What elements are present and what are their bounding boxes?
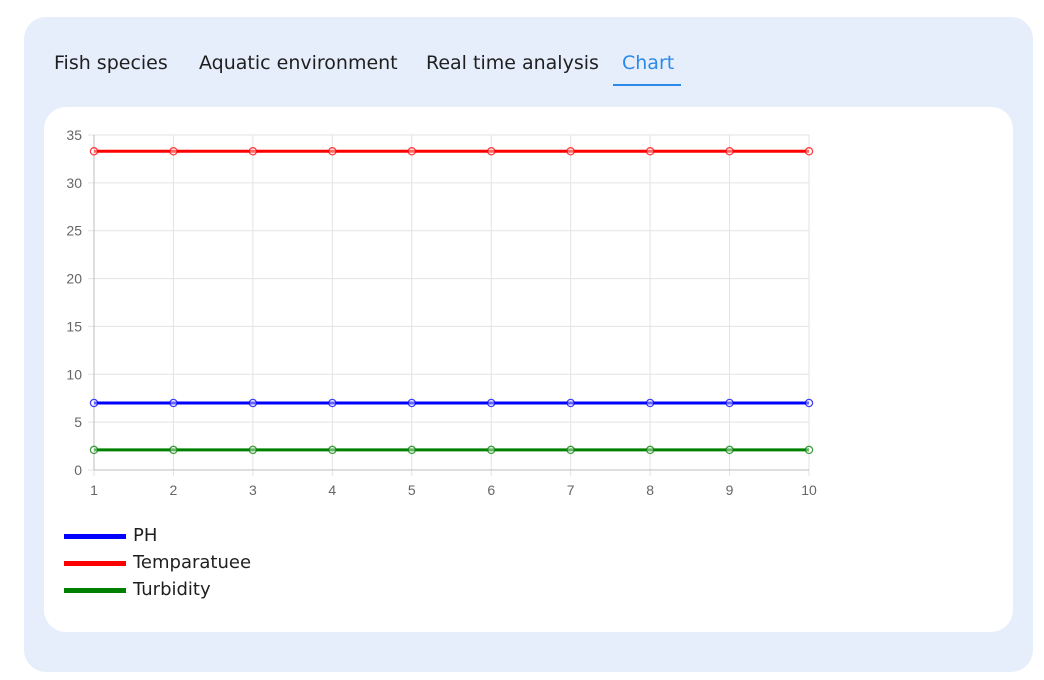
legend-label: PH [133,525,158,546]
data-point [169,445,178,455]
data-point [407,445,417,455]
data-point [804,147,814,156]
legend-label: Temparatuee [133,552,252,573]
data-point [566,398,575,408]
data-point [169,398,178,408]
data-point [645,445,655,455]
data-point [248,398,258,408]
x-tick-label: 2 [170,482,178,498]
tab-aquatic-environment[interactable]: Aquatic environment [199,52,398,74]
data-point [725,445,734,455]
tab-bar: Fish species Aquatic environment Real ti… [24,17,1033,107]
data-point [248,147,258,156]
legend-swatch [64,561,126,566]
data-point [407,398,417,408]
tab-fish-species[interactable]: Fish species [54,52,168,74]
data-point [804,398,814,408]
legend-swatch [64,588,126,593]
y-tick-label: 35 [66,127,82,143]
data-point [566,147,575,156]
data-point [645,147,655,156]
y-tick-label: 5 [74,414,82,430]
y-tick-label: 15 [66,318,82,334]
data-point [248,445,258,455]
x-tick-label: 10 [801,482,817,498]
data-point [89,398,99,408]
data-point [725,147,734,156]
data-point [328,147,337,156]
tab-chart[interactable]: Chart [622,52,675,74]
x-tick-label: 6 [487,482,495,498]
tab-real-time-analysis[interactable]: Real time analysis [426,52,599,74]
data-point [89,147,99,156]
x-tick-label: 7 [567,482,575,498]
data-point [486,398,496,408]
x-tick-label: 5 [408,482,416,498]
x-tick-label: 4 [328,482,336,498]
y-tick-label: 30 [66,175,82,191]
data-point [725,398,734,408]
y-tick-label: 10 [66,366,82,382]
main-panel: Fish species Aquatic environment Real ti… [24,17,1033,672]
chart-card: 0 5 10 15 20 25 30 35 1 2 3 4 5 6 7 8 9 10 PH Temparatuee T… [44,107,1013,632]
data-point [486,445,496,455]
data-point [169,147,178,156]
y-tick-label: 25 [66,223,82,239]
legend-swatch [64,534,126,539]
y-tick-label: 0 [74,462,82,478]
data-point [645,398,655,408]
x-tick-label: 9 [726,482,734,498]
x-tick-label: 3 [249,482,257,498]
data-point [486,147,496,156]
x-tick-label: 1 [90,482,98,498]
active-tab-indicator [613,84,681,86]
data-point [407,147,417,156]
data-point [566,445,575,455]
data-point [328,398,337,408]
y-tick-label: 20 [66,271,82,287]
data-point [89,445,99,455]
data-point [328,445,337,455]
x-tick-label: 8 [646,482,654,498]
data-point [804,445,814,455]
legend-label: Turbidity [133,579,211,600]
line-chart: 0 5 10 15 20 25 30 35 1 2 3 4 5 6 7 8 9 10 [66,127,817,498]
